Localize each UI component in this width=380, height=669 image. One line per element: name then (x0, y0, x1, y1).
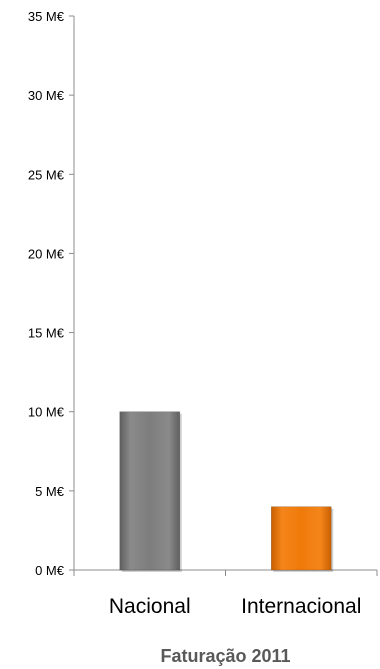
x-axis-ticks (73, 570, 378, 576)
y-tick-label: 30 M€ (28, 88, 65, 103)
y-tick-label: 15 M€ (28, 326, 65, 341)
category-labels: Nacional Internacional (109, 595, 361, 618)
bars-group (119, 411, 334, 572)
x-axis-title: Faturação 2011 (160, 646, 290, 666)
category-label-internacional: Internacional (241, 595, 361, 618)
y-axis-ticks: 0 M€ 5 M€ 10 M€ 15 M€ 20 M€ 25 M€ 30 M€ 35 M€ (28, 9, 74, 578)
bar-nacional (119, 411, 181, 571)
y-tick-label: 5 M€ (35, 484, 65, 499)
bar-internacional (270, 506, 332, 571)
y-tick-label: 25 M€ (28, 167, 65, 182)
y-tick-label: 20 M€ (28, 246, 65, 261)
y-tick-label: 0 M€ (35, 563, 65, 578)
y-tick-label: 35 M€ (28, 9, 65, 24)
category-label-nacional: Nacional (109, 595, 191, 618)
y-tick-label: 10 M€ (28, 405, 65, 420)
